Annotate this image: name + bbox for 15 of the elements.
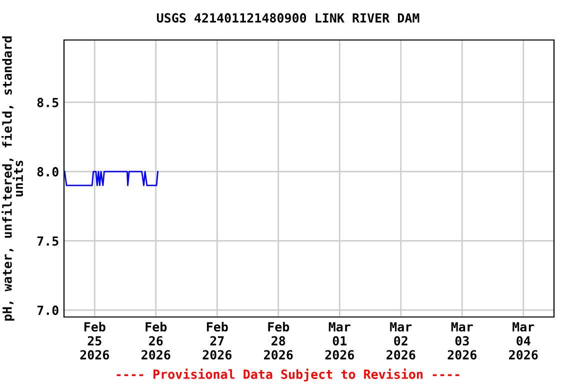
x-tick-label: Feb 27 2026 (202, 322, 232, 360)
x-tick-label: Feb 25 2026 (80, 322, 109, 360)
y-tick-label: 8.5 (37, 98, 58, 108)
x-tick-label: Feb 28 2026 (264, 322, 293, 360)
x-tick-label: Mar 03 2026 (448, 322, 476, 360)
y-tick-label: 7.0 (37, 306, 58, 315)
chart-title: USGS 421401121480900 LINK RIVER DAM (156, 13, 420, 23)
x-tick-label: Mar 02 2026 (386, 322, 416, 360)
x-tick-label: Mar 04 2026 (509, 322, 538, 360)
y-tick-label: 8.0 (37, 167, 58, 176)
x-tick-label: Mar 01 2026 (325, 322, 354, 360)
x-tick-label: Feb 26 2026 (142, 322, 170, 360)
y-axis-title: pH, water, unfiltered, field, standard units (2, 36, 24, 321)
text: ---- Provisional Data Subject to Revision ---- (116, 368, 460, 382)
y-tick-label: 7.5 (37, 236, 58, 246)
